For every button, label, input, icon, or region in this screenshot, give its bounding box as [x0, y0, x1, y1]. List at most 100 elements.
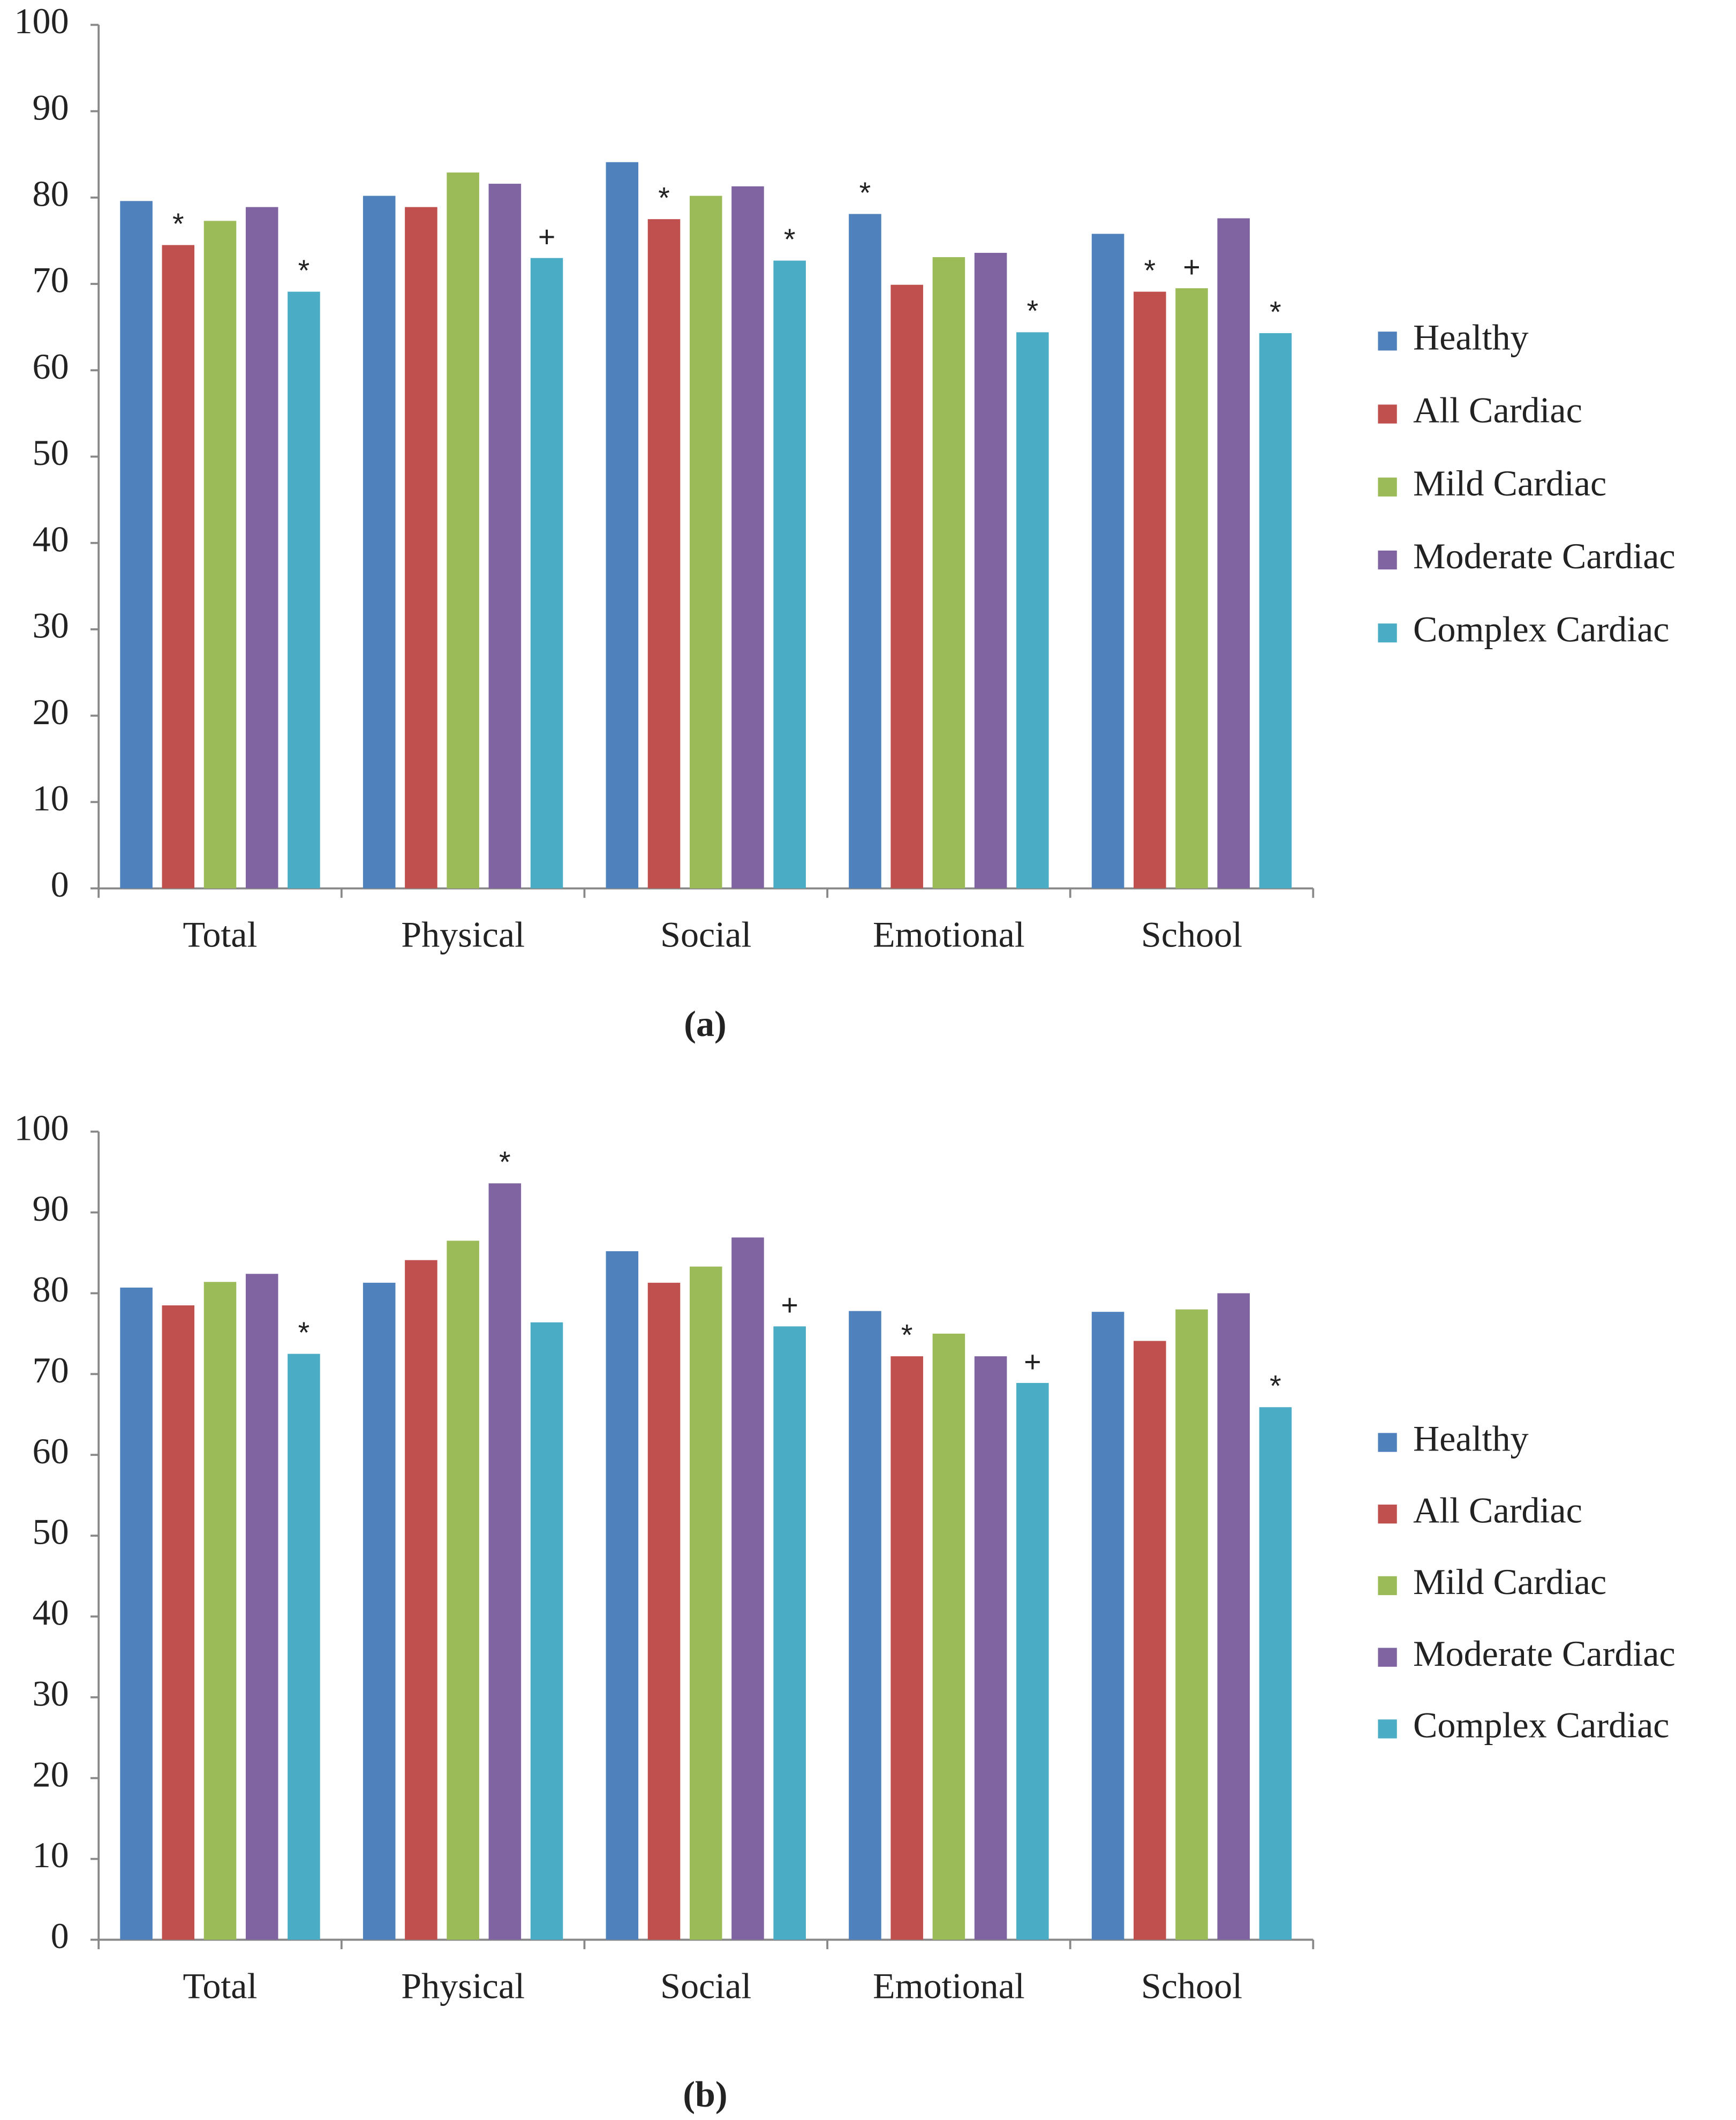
legend-swatch: [1378, 1648, 1397, 1667]
legend-label: Moderate Cardiac: [1413, 536, 1675, 576]
legend-swatch: [1378, 332, 1397, 351]
bar: [1091, 234, 1124, 889]
significance-marker: *: [1026, 295, 1038, 328]
significance-marker: *: [172, 207, 184, 240]
significance-marker: +: [1183, 250, 1200, 283]
significance-marker: +: [1024, 1345, 1041, 1378]
y-tick-label: 70: [33, 1350, 69, 1390]
bar: [974, 1356, 1007, 1940]
legend-swatch: [1378, 404, 1397, 424]
y-tick-label: 30: [33, 605, 69, 646]
bar: [120, 1287, 153, 1940]
bar: [890, 284, 923, 889]
bar: [1175, 288, 1208, 889]
caption: (a): [684, 1003, 726, 1044]
y-tick-label: 20: [33, 691, 69, 732]
significance-marker: *: [658, 181, 670, 214]
bar: [849, 1311, 881, 1940]
bar: [606, 1251, 639, 1940]
bar: [405, 1260, 437, 1940]
y-tick-label: 70: [33, 260, 69, 300]
bar: [530, 1322, 563, 1940]
bar: [447, 172, 479, 889]
legend-label: Moderate Cardiac: [1413, 1633, 1675, 1674]
bar: [162, 1305, 195, 1940]
legend-label: Healthy: [1413, 1418, 1529, 1459]
legend-swatch: [1378, 1433, 1397, 1452]
y-tick-label: 40: [33, 518, 69, 559]
bar: [1134, 1341, 1166, 1940]
y-tick-label: 0: [51, 1915, 69, 1956]
y-tick-label: 60: [33, 1431, 69, 1471]
bar: [731, 1237, 764, 1940]
bar: [1016, 332, 1049, 889]
legend-label: All Cardiac: [1413, 390, 1582, 431]
significance-marker: *: [901, 1318, 913, 1351]
legend-label: All Cardiac: [1413, 1490, 1582, 1530]
bar: [689, 196, 722, 889]
legend-swatch: [1378, 550, 1397, 570]
significance-marker: *: [1144, 254, 1156, 287]
bar: [1134, 291, 1166, 889]
bar: [647, 219, 681, 889]
bar: [288, 1354, 320, 1940]
y-tick-label: 50: [33, 1512, 69, 1552]
y-tick-label: 80: [33, 173, 69, 214]
x-tick-label: Emotional: [873, 914, 1025, 955]
bar: [1259, 1407, 1292, 1940]
legend-label: Complex Cardiac: [1413, 608, 1670, 649]
y-tick-label: 90: [33, 1188, 69, 1229]
legend-label: Healthy: [1413, 317, 1529, 357]
bar: [773, 1326, 806, 1940]
bar: [488, 1183, 522, 1940]
bar: [731, 186, 764, 889]
significance-marker: *: [1270, 1370, 1281, 1403]
x-tick-label: Total: [183, 1965, 257, 2006]
bar: [1175, 1309, 1208, 1940]
y-tick-label: 100: [14, 1, 69, 41]
x-tick-label: Social: [660, 1965, 751, 2006]
y-tick-label: 100: [14, 1107, 69, 1148]
legend-swatch: [1378, 623, 1397, 643]
significance-marker: *: [499, 1146, 511, 1179]
legend-label: Complex Cardiac: [1413, 1704, 1670, 1745]
bar: [974, 253, 1007, 889]
y-tick-label: 40: [33, 1592, 69, 1633]
y-tick-label: 0: [51, 864, 69, 905]
legend-swatch: [1378, 1719, 1397, 1739]
x-tick-label: School: [1141, 914, 1242, 955]
bar: [1259, 333, 1292, 889]
bar: [606, 162, 639, 889]
x-tick-label: Physical: [401, 914, 525, 955]
bar: [245, 207, 278, 889]
bar: [1016, 1382, 1049, 1940]
y-tick-label: 80: [33, 1269, 69, 1310]
significance-marker: *: [784, 223, 796, 256]
y-tick-label: 90: [33, 87, 69, 127]
bar: [932, 257, 965, 889]
legend-swatch: [1378, 1576, 1397, 1596]
x-tick-label: School: [1141, 1965, 1242, 2006]
x-tick-label: Physical: [401, 1965, 525, 2006]
legend-swatch: [1378, 477, 1397, 497]
bar: [1217, 1293, 1250, 1940]
y-tick-label: 50: [33, 432, 69, 473]
x-tick-label: Social: [660, 914, 751, 955]
bar: [890, 1356, 923, 1940]
significance-marker: *: [298, 1316, 310, 1349]
significance-marker: *: [1270, 295, 1281, 328]
bar: [363, 1282, 396, 1940]
bar: [1091, 1312, 1124, 1940]
significance-marker: *: [859, 176, 871, 209]
bar: [1217, 218, 1250, 889]
bar: [689, 1266, 722, 1940]
y-tick-label: 10: [33, 778, 69, 818]
x-tick-label: Total: [183, 914, 257, 955]
y-tick-label: 20: [33, 1754, 69, 1794]
significance-marker: +: [781, 1289, 798, 1322]
bar: [120, 201, 153, 889]
bar: [647, 1282, 681, 1940]
bar: [288, 291, 320, 889]
bar: [849, 214, 881, 889]
